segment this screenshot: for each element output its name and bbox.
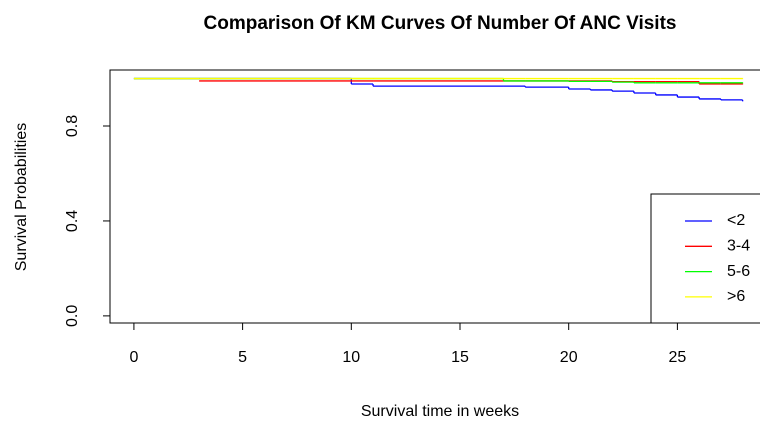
x-tick-label: 0	[129, 349, 138, 366]
x-tick-label: 15	[451, 349, 469, 366]
y-tick-label: 0.0	[64, 305, 81, 327]
y-tick-label: 0.8	[64, 115, 81, 137]
legend-box	[650, 193, 760, 324]
plot-frame	[109, 69, 760, 324]
legend-label: 3-4	[727, 238, 750, 255]
legend-label: 5-6	[727, 263, 750, 280]
y-axis-label: Survival Probabilities	[13, 123, 30, 272]
x-tick-label: 10	[342, 349, 360, 366]
chart-title: Comparison Of KM Curves Of Number Of ANC…	[204, 13, 677, 34]
y-tick-label: 0.4	[64, 210, 81, 232]
legend-label: <2	[727, 212, 745, 229]
x-tick-label: 20	[560, 349, 578, 366]
x-tick-label: 5	[238, 349, 247, 366]
x-axis-label: Survival time in weeks	[361, 403, 519, 420]
legend-label: >6	[727, 288, 745, 305]
x-tick-label: 25	[668, 349, 686, 366]
